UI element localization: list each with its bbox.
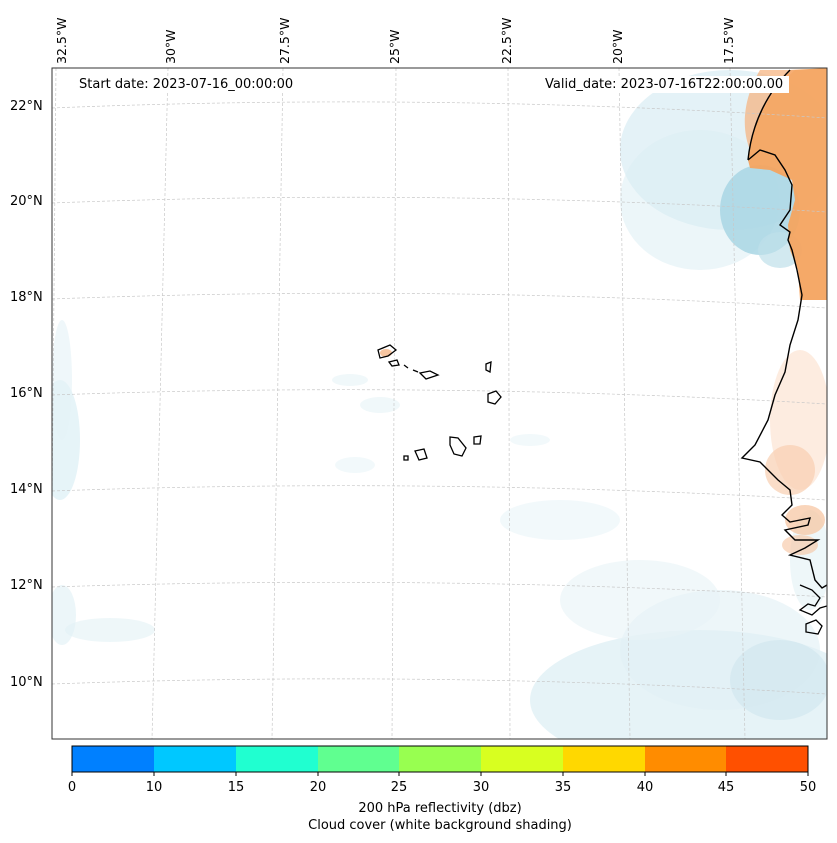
colorbar-tick-label: 0 — [67, 780, 77, 795]
lat-label-14n: 14°N — [10, 482, 43, 497]
lat-label-22n: 22°N — [10, 99, 43, 114]
colorbar-tick-marks — [71, 772, 809, 776]
colorbar-segment — [645, 746, 726, 772]
map-frame — [51, 67, 828, 740]
colorbar-tick-label: 30 — [472, 780, 490, 795]
colorbar-segment — [563, 746, 645, 772]
colorbar-segment — [72, 746, 154, 772]
lon-label-27-5w: 27.5°W — [277, 17, 292, 64]
lon-label-30w: 30°W — [163, 29, 178, 64]
lon-label-25w: 25°W — [387, 29, 402, 64]
lon-label-20w: 20°W — [610, 29, 625, 64]
colorbar — [71, 745, 809, 776]
start-date-label: Start date: 2023-07-16_00:00:00 — [73, 76, 300, 93]
cloud-cover-shading — [52, 70, 827, 739]
lat-label-18n: 18°N — [10, 290, 43, 305]
colorbar-tick-label: 20 — [309, 780, 327, 795]
valid-date-label: Valid_date: 2023-07-16T22:00:00.00 — [539, 76, 790, 93]
cape-verde-islands — [377, 344, 502, 461]
colorbar-tick-label: 40 — [636, 780, 654, 795]
colorbar-segment — [318, 746, 399, 772]
dry-land-shading — [380, 68, 827, 555]
lon-label-32-5w: 32.5°W — [54, 17, 69, 64]
colorbar-segment — [154, 746, 236, 772]
colorbar-tick-label: 35 — [554, 780, 572, 795]
colorbar-tick-label: 50 — [799, 780, 817, 795]
colorbar-tick-label: 10 — [145, 780, 163, 795]
lat-label-10n: 10°N — [10, 675, 43, 690]
lon-label-22-5w: 22.5°W — [499, 17, 514, 64]
colorbar-sublabel: Cloud cover (white background shading) — [308, 818, 572, 833]
colorbar-segment — [726, 746, 808, 772]
colorbar-segment — [399, 746, 481, 772]
guinea-bissau-coast — [798, 584, 827, 635]
colorbar-tick-label: 15 — [227, 780, 245, 795]
lat-label-16n: 16°N — [10, 386, 43, 401]
colorbar-tick-label: 25 — [390, 780, 408, 795]
lat-label-12n: 12°N — [10, 578, 43, 593]
colorbar-tick-label: 45 — [717, 780, 735, 795]
colorbar-segment — [481, 746, 563, 772]
colorbar-frame — [71, 745, 809, 773]
map-gridlines — [52, 68, 827, 739]
lat-label-20n: 20°N — [10, 194, 43, 209]
lon-label-17-5w: 17.5°W — [721, 17, 736, 64]
colorbar-label: 200 hPa reflectivity (dbz) — [358, 801, 522, 816]
colorbar-segment — [236, 746, 318, 772]
